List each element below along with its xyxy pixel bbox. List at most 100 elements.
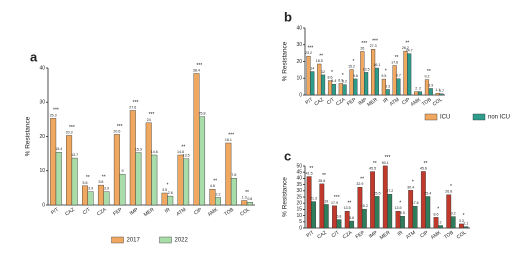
- bar: [129, 110, 136, 206]
- value-label: 9.5: [381, 74, 386, 78]
- significance: **: [86, 175, 90, 181]
- value-label: 9.6: [353, 74, 358, 78]
- y-tick-label: 50: [296, 163, 302, 169]
- bar: [246, 202, 253, 206]
- value-label: 35.6: [318, 179, 325, 183]
- significance: **: [319, 53, 323, 59]
- bar: [320, 74, 326, 96]
- value-label: 15.2: [348, 64, 355, 68]
- value-label: 2.2: [215, 192, 220, 196]
- value-label: 3.3: [385, 84, 390, 88]
- legend-swatch: [472, 113, 486, 121]
- x-tick-label: CAZ: [316, 230, 328, 241]
- value-label: 1.1: [435, 88, 440, 92]
- x-tick-label: P/T: [304, 97, 314, 106]
- value-label: 30.4: [407, 185, 414, 189]
- significance: ***: [228, 132, 234, 138]
- significance: **: [245, 190, 249, 196]
- bar: [370, 171, 376, 229]
- value-label: 27.3: [370, 44, 377, 48]
- bar: [331, 84, 336, 96]
- bar: [433, 217, 439, 229]
- y-tick-label: 0: [299, 92, 302, 98]
- bar: [414, 91, 419, 96]
- significance: ***: [196, 63, 202, 69]
- y-tick-label: 30: [296, 188, 302, 194]
- bar: [311, 201, 316, 229]
- value-label: 14.6: [151, 150, 158, 154]
- legend-label: ICU: [440, 115, 450, 121]
- bar: [119, 173, 126, 206]
- significance: *: [399, 201, 401, 207]
- significance: **: [347, 201, 351, 207]
- value-label: 2: [439, 220, 441, 224]
- significance: *: [342, 73, 344, 79]
- value-label: 6.8: [336, 215, 341, 219]
- x-tick-label: CZA: [342, 229, 354, 240]
- significance: ***: [149, 112, 155, 118]
- bar: [338, 83, 343, 96]
- bar: [408, 190, 414, 229]
- y-tick-label: 15: [296, 207, 302, 213]
- x-tick-label: CZA: [96, 206, 108, 217]
- significance: ***: [361, 41, 367, 47]
- bar: [446, 194, 452, 229]
- y-axis-label: % Resistance: [282, 177, 289, 217]
- value-label: 50.1: [382, 161, 389, 165]
- y-tick-label: 20: [296, 59, 302, 65]
- value-label: 13.7: [71, 153, 78, 157]
- value-label: 15.4: [55, 147, 62, 151]
- x-tick-label: MER: [143, 207, 156, 219]
- significance: *: [437, 207, 439, 213]
- bar: [349, 220, 355, 229]
- value-label: 19: [324, 199, 328, 203]
- legend-label: non ICU: [488, 115, 510, 121]
- bar: [230, 178, 237, 206]
- bar: [420, 171, 426, 229]
- value-label: 9.5: [400, 211, 405, 215]
- bar: [407, 53, 412, 96]
- significance: **: [213, 179, 217, 185]
- significance: ***: [372, 39, 378, 45]
- value-label: 24: [147, 118, 151, 122]
- bar: [145, 122, 152, 206]
- bar: [336, 219, 342, 229]
- x-tick-label: ATM: [405, 230, 417, 241]
- bar: [364, 72, 369, 96]
- legend-label: 2017: [127, 238, 141, 244]
- value-label: 2.6: [168, 191, 173, 195]
- x-tick-label: C/T: [82, 207, 92, 217]
- bar: [241, 200, 248, 206]
- value-label: 26.2: [402, 46, 409, 50]
- x-tick-label: COL: [432, 97, 444, 108]
- legend-label: 2022: [175, 238, 189, 244]
- y-tick-label: 0: [42, 202, 45, 208]
- significance: **: [395, 55, 399, 61]
- value-label: 26.8: [445, 190, 452, 194]
- value-label: 2: [415, 87, 417, 91]
- x-tick-label: TOB: [223, 206, 235, 217]
- value-label: 45.6: [420, 166, 427, 170]
- y-tick-label: 5: [299, 219, 302, 225]
- value-label: 13.5: [394, 206, 401, 210]
- bar: [183, 158, 190, 206]
- significance: *: [450, 184, 452, 190]
- bar: [374, 67, 379, 96]
- x-tick-label: COL: [456, 230, 468, 241]
- bar: [332, 205, 337, 229]
- x-tick-label: ATM: [389, 97, 401, 108]
- x-tick-label: FEP: [112, 206, 124, 217]
- value-label: 45.5: [369, 167, 376, 171]
- bar: [135, 152, 142, 206]
- panel-label: b: [284, 9, 292, 24]
- significance: ***: [385, 155, 391, 161]
- value-label: 4.6: [210, 184, 215, 188]
- value-label: 13.5: [183, 154, 190, 158]
- bar: [113, 134, 120, 206]
- significance: ***: [69, 125, 75, 131]
- bar: [50, 118, 57, 206]
- bar: [360, 51, 365, 96]
- bar: [387, 194, 393, 229]
- significance: **: [405, 40, 409, 46]
- bar: [438, 225, 443, 229]
